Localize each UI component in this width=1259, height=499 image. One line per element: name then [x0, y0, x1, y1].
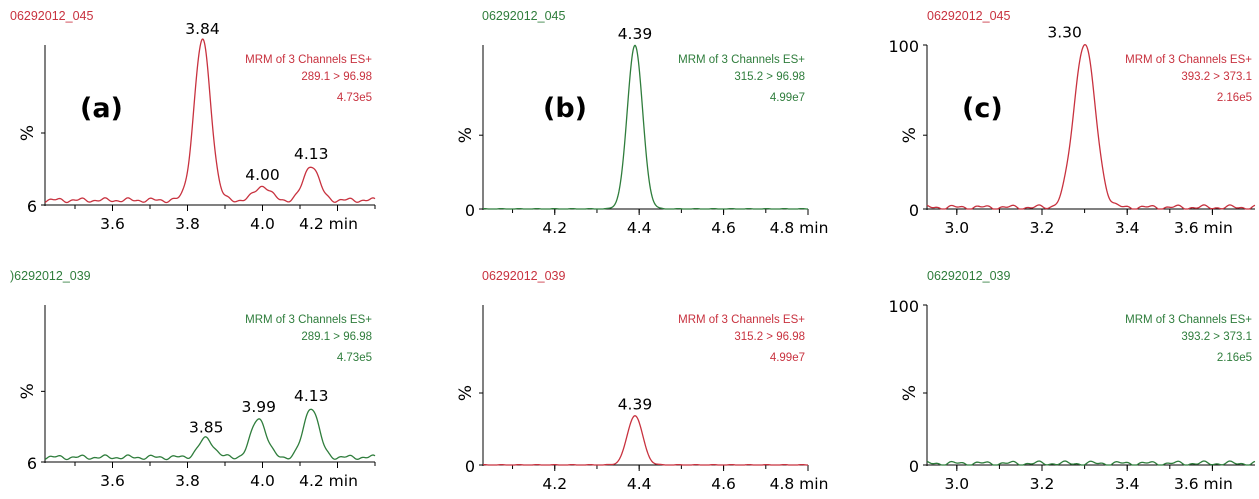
chromatogram-panel: 06292012_039 MRM of 3 Channels ES+ 315.2 >…	[456, 269, 828, 493]
channel-label: MRM of 3 Channels ES+	[245, 54, 372, 66]
y-axis-label: %	[18, 383, 38, 399]
peak-label: 4.13	[294, 387, 329, 405]
chromatogram-trace	[44, 38, 376, 204]
y-tick-label: 6	[27, 197, 37, 216]
peak-label: 3.85	[189, 418, 224, 436]
x-tick-label: 3.6 min	[1174, 475, 1233, 493]
transition-label: 289.1 > 96.98	[301, 71, 372, 83]
transition-label: 393.2 > 373.1	[1181, 331, 1252, 343]
chromatogram-trace	[44, 408, 376, 461]
peak-label: 4.39	[618, 395, 653, 413]
sample-id: 06292012_039	[927, 269, 1010, 283]
sample-id: )6292012_039	[10, 269, 91, 283]
y-axis-label: %	[900, 127, 920, 143]
channel-label: MRM of 3 Channels ES+	[245, 314, 372, 326]
x-tick-label: 4.0	[250, 215, 275, 233]
y-tick-label: 0	[465, 457, 475, 476]
chromatogram-trace	[926, 460, 1256, 466]
chromatogram-trace	[482, 44, 808, 210]
y-tick-label: 100	[888, 37, 919, 56]
channel-label: MRM of 3 Channels ES+	[1125, 314, 1252, 326]
x-tick-label: 3.0	[944, 219, 969, 237]
chromatogram-panel: 06292012_045 MRM of 3 Channels ES+ 315.2 >…	[456, 9, 828, 237]
y-axis-label: %	[456, 385, 476, 401]
x-tick-label: 3.8	[175, 472, 200, 490]
peak-label: 3.30	[1047, 23, 1082, 41]
panel-label: (c)	[962, 93, 1003, 124]
channel-label: MRM of 3 Channels ES+	[1125, 54, 1252, 66]
x-tick-label: 4.2	[542, 475, 567, 493]
x-tick-label: 4.4	[627, 219, 652, 237]
y-axis-label: %	[456, 127, 476, 143]
x-tick-label: 4.8 min	[770, 475, 829, 493]
intensity-label: 4.73e5	[337, 92, 372, 104]
x-tick-label: 3.6	[100, 472, 125, 490]
y-axis-label: %	[900, 385, 920, 401]
x-tick-label: 3.2	[1030, 475, 1055, 493]
sample-id: 06292012_045	[927, 9, 1010, 23]
panel-label: (b)	[543, 93, 587, 124]
x-tick-label: 3.4	[1115, 219, 1140, 237]
transition-label: 289.1 > 96.98	[301, 331, 372, 343]
x-tick-label: 4.4	[627, 475, 652, 493]
sample-id: 06292012_045	[10, 9, 93, 23]
x-tick-label: 3.2	[1030, 219, 1055, 237]
intensity-label: 2.16e5	[1217, 92, 1252, 104]
y-tick-label: 0	[465, 201, 475, 220]
x-tick-label: 4.2 min	[299, 215, 358, 233]
peak-label: 3.84	[185, 20, 220, 38]
y-tick-label: 0	[909, 201, 919, 220]
chromatogram-trace	[482, 415, 808, 466]
y-tick-label: 6	[27, 454, 37, 473]
peak-label: 4.39	[618, 25, 653, 43]
transition-label: 315.2 > 96.98	[734, 331, 805, 343]
x-tick-label: 3.4	[1115, 475, 1140, 493]
sample-id: 06292012_045	[482, 9, 565, 23]
x-tick-label: 3.6 min	[1174, 219, 1233, 237]
x-tick-label: 3.6	[100, 215, 125, 233]
y-axis-label: %	[18, 125, 38, 141]
peak-label: 4.13	[294, 145, 329, 163]
x-tick-label: 4.6	[711, 475, 736, 493]
intensity-label: 4.99e7	[770, 92, 805, 104]
x-tick-label: 4.2 min	[299, 472, 358, 490]
x-tick-label: 4.0	[250, 472, 275, 490]
intensity-label: 4.99e7	[770, 352, 805, 364]
y-tick-label: 100	[888, 297, 919, 316]
channel-label: MRM of 3 Channels ES+	[678, 54, 805, 66]
x-tick-label: 4.8 min	[770, 219, 829, 237]
chromatogram-trace	[926, 43, 1256, 210]
x-tick-label: 4.2	[542, 219, 567, 237]
chromatogram-panel: 06292012_045 MRM of 3 Channels ES+ 393.2 >…	[888, 9, 1256, 237]
chromatogram-panel: )6292012_039 MRM of 3 Channels ES+ 289.1 >…	[10, 269, 376, 490]
chromatogram-panel: 06292012_045 MRM of 3 Channels ES+ 289.1 >…	[10, 9, 376, 233]
intensity-label: 4.73e5	[337, 352, 372, 364]
peak-label: 4.00	[245, 166, 280, 184]
intensity-label: 2.16e5	[1217, 352, 1252, 364]
x-tick-label: 3.0	[944, 475, 969, 493]
y-tick-label: 0	[909, 457, 919, 476]
transition-label: 393.2 > 373.1	[1181, 71, 1252, 83]
transition-label: 315.2 > 96.98	[734, 71, 805, 83]
channel-label: MRM of 3 Channels ES+	[678, 314, 805, 326]
sample-id: 06292012_039	[482, 269, 565, 283]
x-tick-label: 4.6	[711, 219, 736, 237]
panel-label: (a)	[80, 93, 123, 124]
x-tick-label: 3.8	[175, 215, 200, 233]
peak-label: 3.99	[241, 398, 276, 416]
chromatogram-panel: 06292012_039 MRM of 3 Channels ES+ 393.2 >…	[888, 269, 1256, 493]
